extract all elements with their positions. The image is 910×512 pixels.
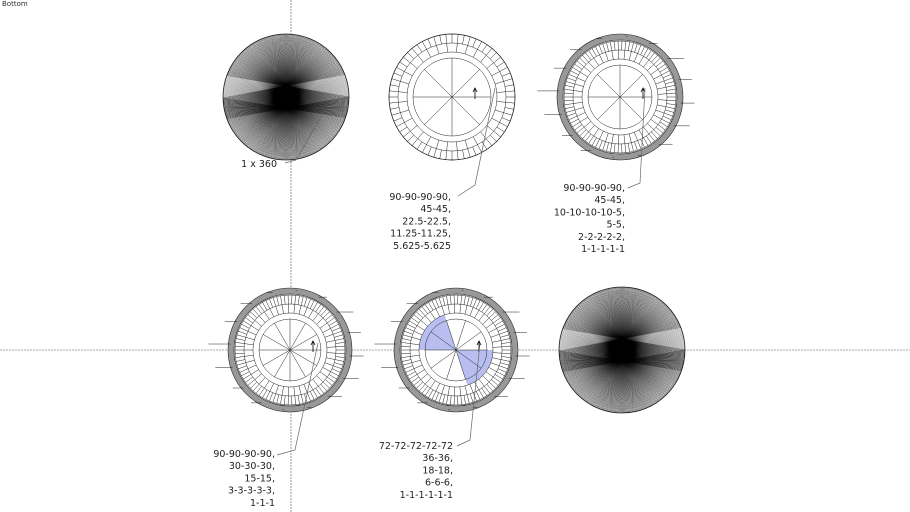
figure-label-line: 22.5-22.5, bbox=[402, 216, 451, 227]
figure-label-line: 3-3-3-3-3, bbox=[228, 486, 275, 497]
figure-label-line: 45-45, bbox=[420, 204, 451, 215]
graduation-ticks bbox=[389, 34, 515, 160]
figure-label-line: 1 x 360 bbox=[241, 159, 277, 170]
arrow-icon bbox=[640, 87, 646, 99]
figure-label-line: 90-90-90-90, bbox=[213, 449, 275, 460]
figure-label-line: 1-1-1 bbox=[250, 498, 275, 509]
figure-label-line: 15-15, bbox=[244, 473, 275, 484]
graduation-ticks bbox=[374, 290, 530, 410]
dense-center bbox=[274, 85, 298, 109]
leader-line bbox=[276, 342, 319, 456]
figure-label-line: 2-2-2-2-2, bbox=[578, 232, 625, 243]
figure-label-line: 5-5, bbox=[606, 220, 625, 231]
leader-line bbox=[284, 114, 323, 164]
ring bbox=[406, 51, 498, 143]
figure-label-line: 10-10-10-10-5, bbox=[554, 207, 625, 218]
arrow-icon bbox=[472, 87, 478, 99]
protractor-figure-3[interactable]: 90-90-90-90,45-45,10-10-10-10-5, 5-5,2-2-… bbox=[537, 33, 695, 255]
arrow-icon bbox=[310, 340, 316, 352]
protractor-figure-6[interactable] bbox=[558, 286, 686, 414]
figure-label-line: 90-90-90-90, bbox=[563, 183, 625, 194]
figure-label-line: 72-72-72-72-72 bbox=[379, 441, 453, 452]
figure-label-line: 6-6-6, bbox=[425, 478, 453, 489]
protractor-figure-1[interactable]: 1 x 360 bbox=[222, 33, 350, 170]
protractor-figure-4[interactable]: 90-90-90-90,30-30-30,15-15, 3-3-3-3-3,1-1… bbox=[208, 287, 364, 509]
figure-label-line: 36-36, bbox=[422, 453, 453, 464]
figure-label-line: 30-30-30, bbox=[229, 461, 275, 472]
view-label: Bottom bbox=[2, 0, 28, 8]
figure-label-line: 90-90-90-90, bbox=[389, 192, 451, 203]
protractor-figure-2[interactable]: 90-90-90-90,45-45,22.5-22.5, 11.25-11.25,… bbox=[388, 33, 516, 252]
leader-line bbox=[457, 87, 496, 197]
leader-line bbox=[456, 342, 481, 447]
graduation-ticks bbox=[537, 36, 695, 158]
figure-label-line: 18-18, bbox=[422, 465, 453, 476]
figure-label-line: 11.25-11.25, bbox=[390, 229, 451, 240]
dense-center bbox=[610, 338, 634, 362]
graduation-ticks bbox=[208, 290, 364, 410]
figure-label-line: 45-45, bbox=[594, 195, 625, 206]
figure-label-line: 1-1-1-1-1-1 bbox=[400, 490, 453, 501]
highlight-sector bbox=[456, 350, 493, 386]
figure-label-line: 5.625-5.625 bbox=[393, 241, 451, 252]
leader-line bbox=[627, 87, 646, 189]
figure-label-line: 1-1-1-1-1 bbox=[581, 244, 625, 255]
